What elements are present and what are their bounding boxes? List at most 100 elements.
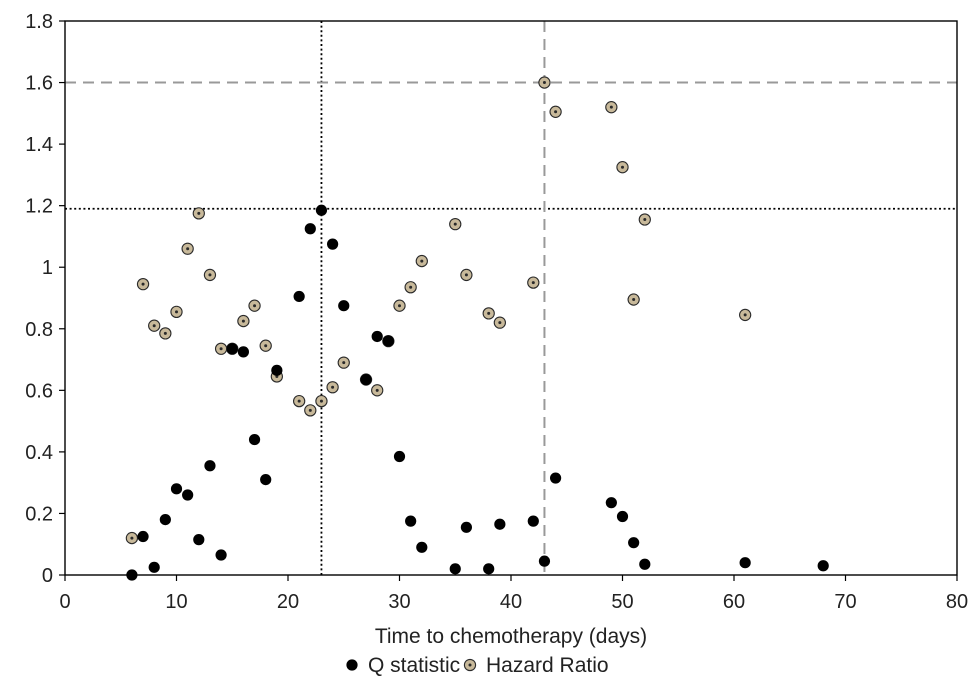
hazard-ratio-point (371, 384, 384, 397)
q-statistic-point (170, 483, 183, 495)
x-tick-label: 50 (611, 591, 633, 613)
q-statistic-point (628, 537, 640, 549)
y-tick-label: 1.8 (25, 11, 53, 33)
q-statistic-point (416, 541, 428, 553)
hazard-ratio-point (549, 105, 562, 118)
hazard-ratio-point (415, 254, 428, 268)
hazard-ratio-point (337, 356, 350, 369)
hazard-ratio-point (203, 268, 217, 282)
hazard-ratio-point (482, 307, 495, 320)
hazard-ratio-point (404, 281, 417, 294)
q-statistic-point (327, 238, 339, 250)
hazard-ratio-point (304, 404, 317, 417)
q-statistic-point (639, 558, 651, 570)
y-tick-label: 0.6 (25, 380, 53, 402)
hazard-ratio-point (148, 319, 161, 332)
hazard-ratio-point (259, 339, 272, 352)
hazard-ratio-point (638, 213, 651, 226)
hazard-ratio-point (493, 316, 506, 329)
hazard-ratio-point (616, 161, 629, 174)
hazard-ratio-point (170, 305, 183, 318)
x-tick-label: 20 (277, 591, 299, 613)
hazard-ratio-point (159, 327, 172, 340)
hazard-ratio-point (315, 394, 328, 408)
x-tick-label: 60 (723, 591, 745, 613)
plot-background (65, 21, 957, 575)
x-axis-title: Time to chemotherapy (days) (375, 625, 647, 648)
hazard-ratio-point (192, 207, 205, 220)
data-points (125, 76, 829, 581)
q-statistic-point (382, 335, 394, 347)
q-statistic-point (148, 561, 160, 573)
q-statistic-point (371, 330, 383, 343)
hazard-ratio-point (538, 76, 551, 89)
q-statistic-point (483, 563, 495, 575)
legend-marker-hazard-ratio (463, 658, 477, 672)
x-tick-label: 30 (388, 591, 410, 613)
reference-lines (65, 21, 957, 575)
y-tick-label: 0.8 (25, 319, 53, 341)
q-statistic-point (237, 346, 249, 358)
q-statistic-point (360, 373, 372, 386)
q-statistic-point (260, 473, 272, 486)
q-statistic-point (817, 560, 829, 572)
q-statistic-point (271, 364, 283, 376)
hazard-ratio-point (248, 299, 261, 312)
y-tick-label: 1.2 (25, 196, 53, 218)
q-statistic-point (215, 549, 227, 561)
hazard-ratio-point (627, 293, 640, 306)
q-statistic-point (527, 515, 539, 527)
x-axis: 0 10 20 30 40 50 60 70 80 (59, 575, 968, 613)
q-statistic-point (137, 530, 149, 543)
hazard-ratio-point (292, 394, 306, 408)
q-statistic-point (315, 204, 328, 216)
x-tick-label: 70 (834, 591, 856, 613)
hazard-ratio-point (214, 342, 228, 355)
y-axis: 0 0.2 0.4 0.6 0.8 1 1.2 1.4 1.6 1.8 (25, 11, 65, 587)
q-statistic-point (538, 555, 551, 567)
x-tick-label: 0 (59, 591, 70, 613)
q-statistic-point (393, 450, 406, 463)
y-tick-label: 1.4 (25, 134, 53, 156)
y-tick-label: 0 (42, 565, 53, 587)
q-statistic-point (460, 521, 472, 533)
q-statistic-point (304, 223, 316, 235)
q-statistic-point (739, 557, 751, 569)
y-tick-label: 0.2 (25, 503, 53, 525)
q-statistic-point (338, 300, 350, 312)
hazard-ratio-point (449, 217, 462, 231)
hazard-ratio-point (181, 242, 194, 255)
q-statistic-point (293, 290, 305, 303)
q-statistic-point (449, 563, 461, 575)
hazard-ratio-point (605, 101, 618, 114)
q-statistic-point (248, 433, 261, 446)
q-statistic-point (204, 460, 216, 472)
hazard-ratio-point (527, 276, 540, 289)
x-tick-label: 80 (946, 591, 968, 613)
q-statistic-point (159, 514, 171, 526)
q-statistic-point (616, 510, 629, 523)
q-statistic-point (193, 534, 205, 546)
hazard-ratio-point (326, 381, 339, 394)
y-tick-label: 0.4 (25, 442, 53, 464)
q-statistic-point (605, 497, 617, 509)
hazard-ratio-point (136, 277, 150, 291)
legend-label-hazard-ratio: Hazard Ratio (486, 654, 609, 677)
q-statistic-point (182, 489, 194, 501)
hazard-ratio-point (237, 314, 250, 328)
x-tick-label: 40 (500, 591, 522, 613)
hazard-ratio-point (460, 268, 473, 282)
legend-label-q-statistic: Q statistic (368, 654, 460, 677)
y-tick-label: 1.6 (25, 73, 53, 95)
legend: Q statistic Hazard Ratio (346, 654, 609, 677)
hazard-ratio-point (393, 299, 406, 312)
q-statistic-point (550, 472, 562, 484)
q-statistic-point (226, 343, 238, 355)
q-statistic-point (405, 515, 417, 527)
x-tick-label: 10 (165, 591, 187, 613)
hazard-ratio-point (739, 308, 752, 322)
y-tick-label: 1 (42, 257, 53, 279)
q-statistic-point (494, 518, 506, 530)
legend-marker-q-statistic (346, 659, 358, 671)
